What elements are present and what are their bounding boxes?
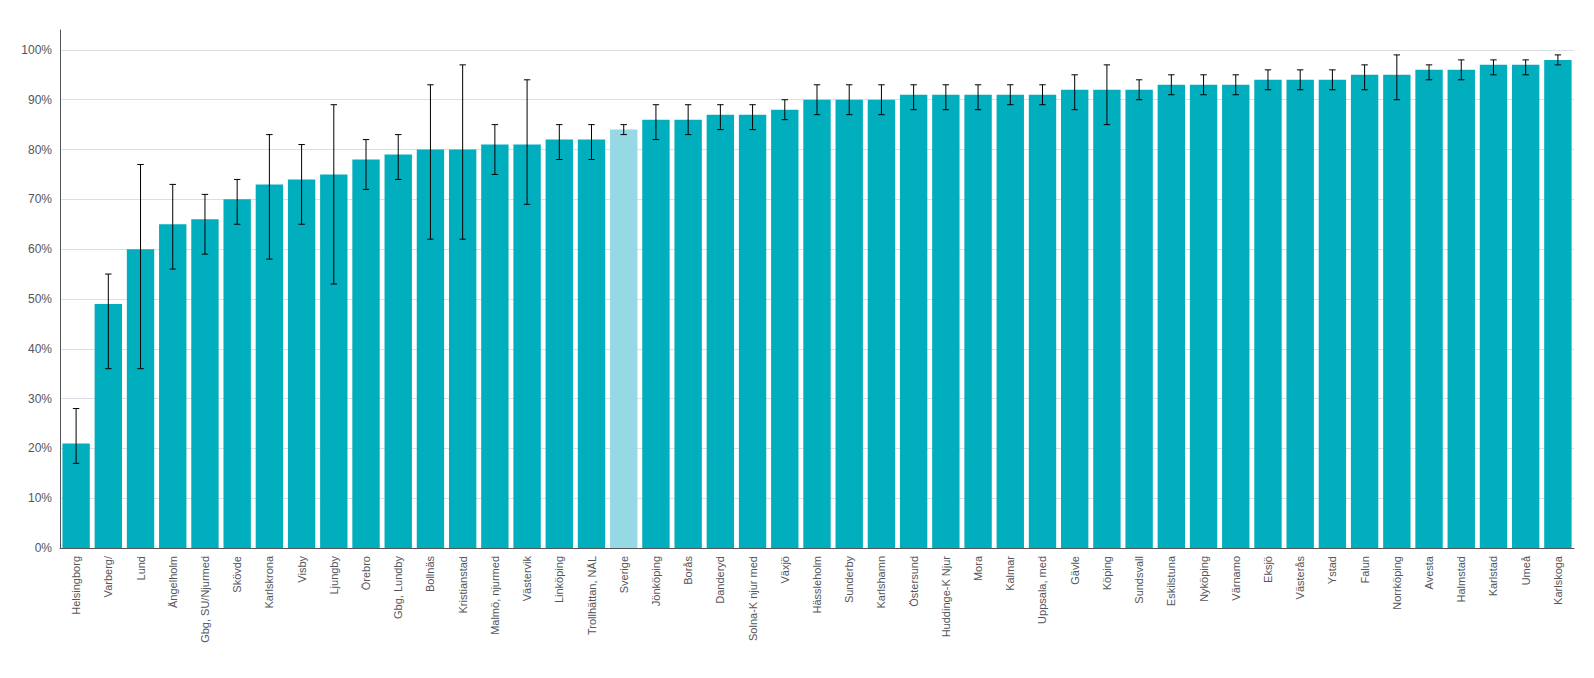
svg-text:Gbg, Lundby: Gbg, Lundby [392, 556, 404, 619]
svg-text:Karlstad: Karlstad [1487, 556, 1499, 596]
svg-text:Karlshamn: Karlshamn [875, 556, 887, 609]
svg-text:Borås: Borås [682, 556, 694, 585]
svg-text:Visby: Visby [296, 556, 308, 583]
svg-text:Köping: Köping [1101, 556, 1113, 590]
svg-text:Sverige: Sverige [618, 556, 630, 593]
svg-text:Hässleholm: Hässleholm [811, 556, 823, 613]
svg-text:Falun: Falun [1359, 556, 1371, 584]
svg-text:Ystad: Ystad [1326, 556, 1338, 584]
svg-text:Trollhättan, NÄL: Trollhättan, NÄL [586, 556, 598, 635]
svg-text:Värnamo: Värnamo [1230, 556, 1242, 601]
svg-text:40%: 40% [28, 342, 52, 356]
svg-text:Västerås: Västerås [1294, 556, 1306, 600]
svg-text:Karlskoga: Karlskoga [1552, 555, 1564, 605]
svg-text:Eksjö: Eksjö [1262, 556, 1274, 583]
svg-text:Mora: Mora [972, 555, 984, 581]
svg-text:90%: 90% [28, 93, 52, 107]
svg-text:30%: 30% [28, 392, 52, 406]
svg-text:Helsingborg: Helsingborg [70, 556, 82, 615]
svg-text:Östersund: Östersund [908, 556, 920, 607]
svg-text:Växjö: Växjö [779, 556, 791, 584]
svg-text:Ljungby: Ljungby [328, 556, 340, 595]
svg-text:100%: 100% [21, 43, 52, 57]
svg-text:Avesta: Avesta [1423, 555, 1435, 589]
svg-text:Nyköping: Nyköping [1198, 556, 1210, 602]
svg-text:50%: 50% [28, 292, 52, 306]
svg-text:Sundsvall: Sundsvall [1133, 556, 1145, 604]
svg-text:Gävle: Gävle [1069, 556, 1081, 585]
svg-text:Västervik: Västervik [521, 556, 533, 602]
svg-text:Malmö, njurmed: Malmö, njurmed [489, 556, 501, 635]
svg-text:Norrköping: Norrköping [1391, 556, 1403, 610]
svg-text:Danderyd: Danderyd [714, 556, 726, 604]
svg-text:Umeå: Umeå [1520, 555, 1532, 585]
svg-text:Varberg/: Varberg/ [102, 555, 114, 597]
svg-text:Halmstad: Halmstad [1455, 556, 1467, 602]
svg-text:Karlskrona: Karlskrona [263, 555, 275, 608]
svg-text:Lund: Lund [135, 556, 147, 580]
svg-text:Uppsala, med: Uppsala, med [1036, 556, 1048, 624]
svg-text:10%: 10% [28, 491, 52, 505]
svg-text:Ängelholm: Ängelholm [167, 556, 179, 608]
svg-text:Skövde: Skövde [231, 556, 243, 593]
svg-text:Linköping: Linköping [553, 556, 565, 603]
svg-text:Jönköping: Jönköping [650, 556, 662, 606]
svg-text:Eskilstuna: Eskilstuna [1165, 555, 1177, 606]
svg-text:60%: 60% [28, 242, 52, 256]
svg-text:0%: 0% [35, 541, 53, 555]
svg-text:70%: 70% [28, 192, 52, 206]
svg-text:Kristianstad: Kristianstad [457, 556, 469, 613]
svg-text:Bollnäs: Bollnäs [424, 556, 436, 593]
svg-text:Sunderby: Sunderby [843, 556, 855, 604]
svg-text:Solna-K njur med: Solna-K njur med [747, 556, 759, 641]
svg-text:Kalmar: Kalmar [1004, 556, 1016, 591]
svg-text:Örebro: Örebro [360, 556, 372, 590]
svg-text:Gbg, SU/Njurmed: Gbg, SU/Njurmed [199, 556, 211, 643]
svg-text:20%: 20% [28, 441, 52, 455]
svg-text:80%: 80% [28, 143, 52, 157]
svg-text:Huddinge-K Njur: Huddinge-K Njur [940, 556, 952, 638]
